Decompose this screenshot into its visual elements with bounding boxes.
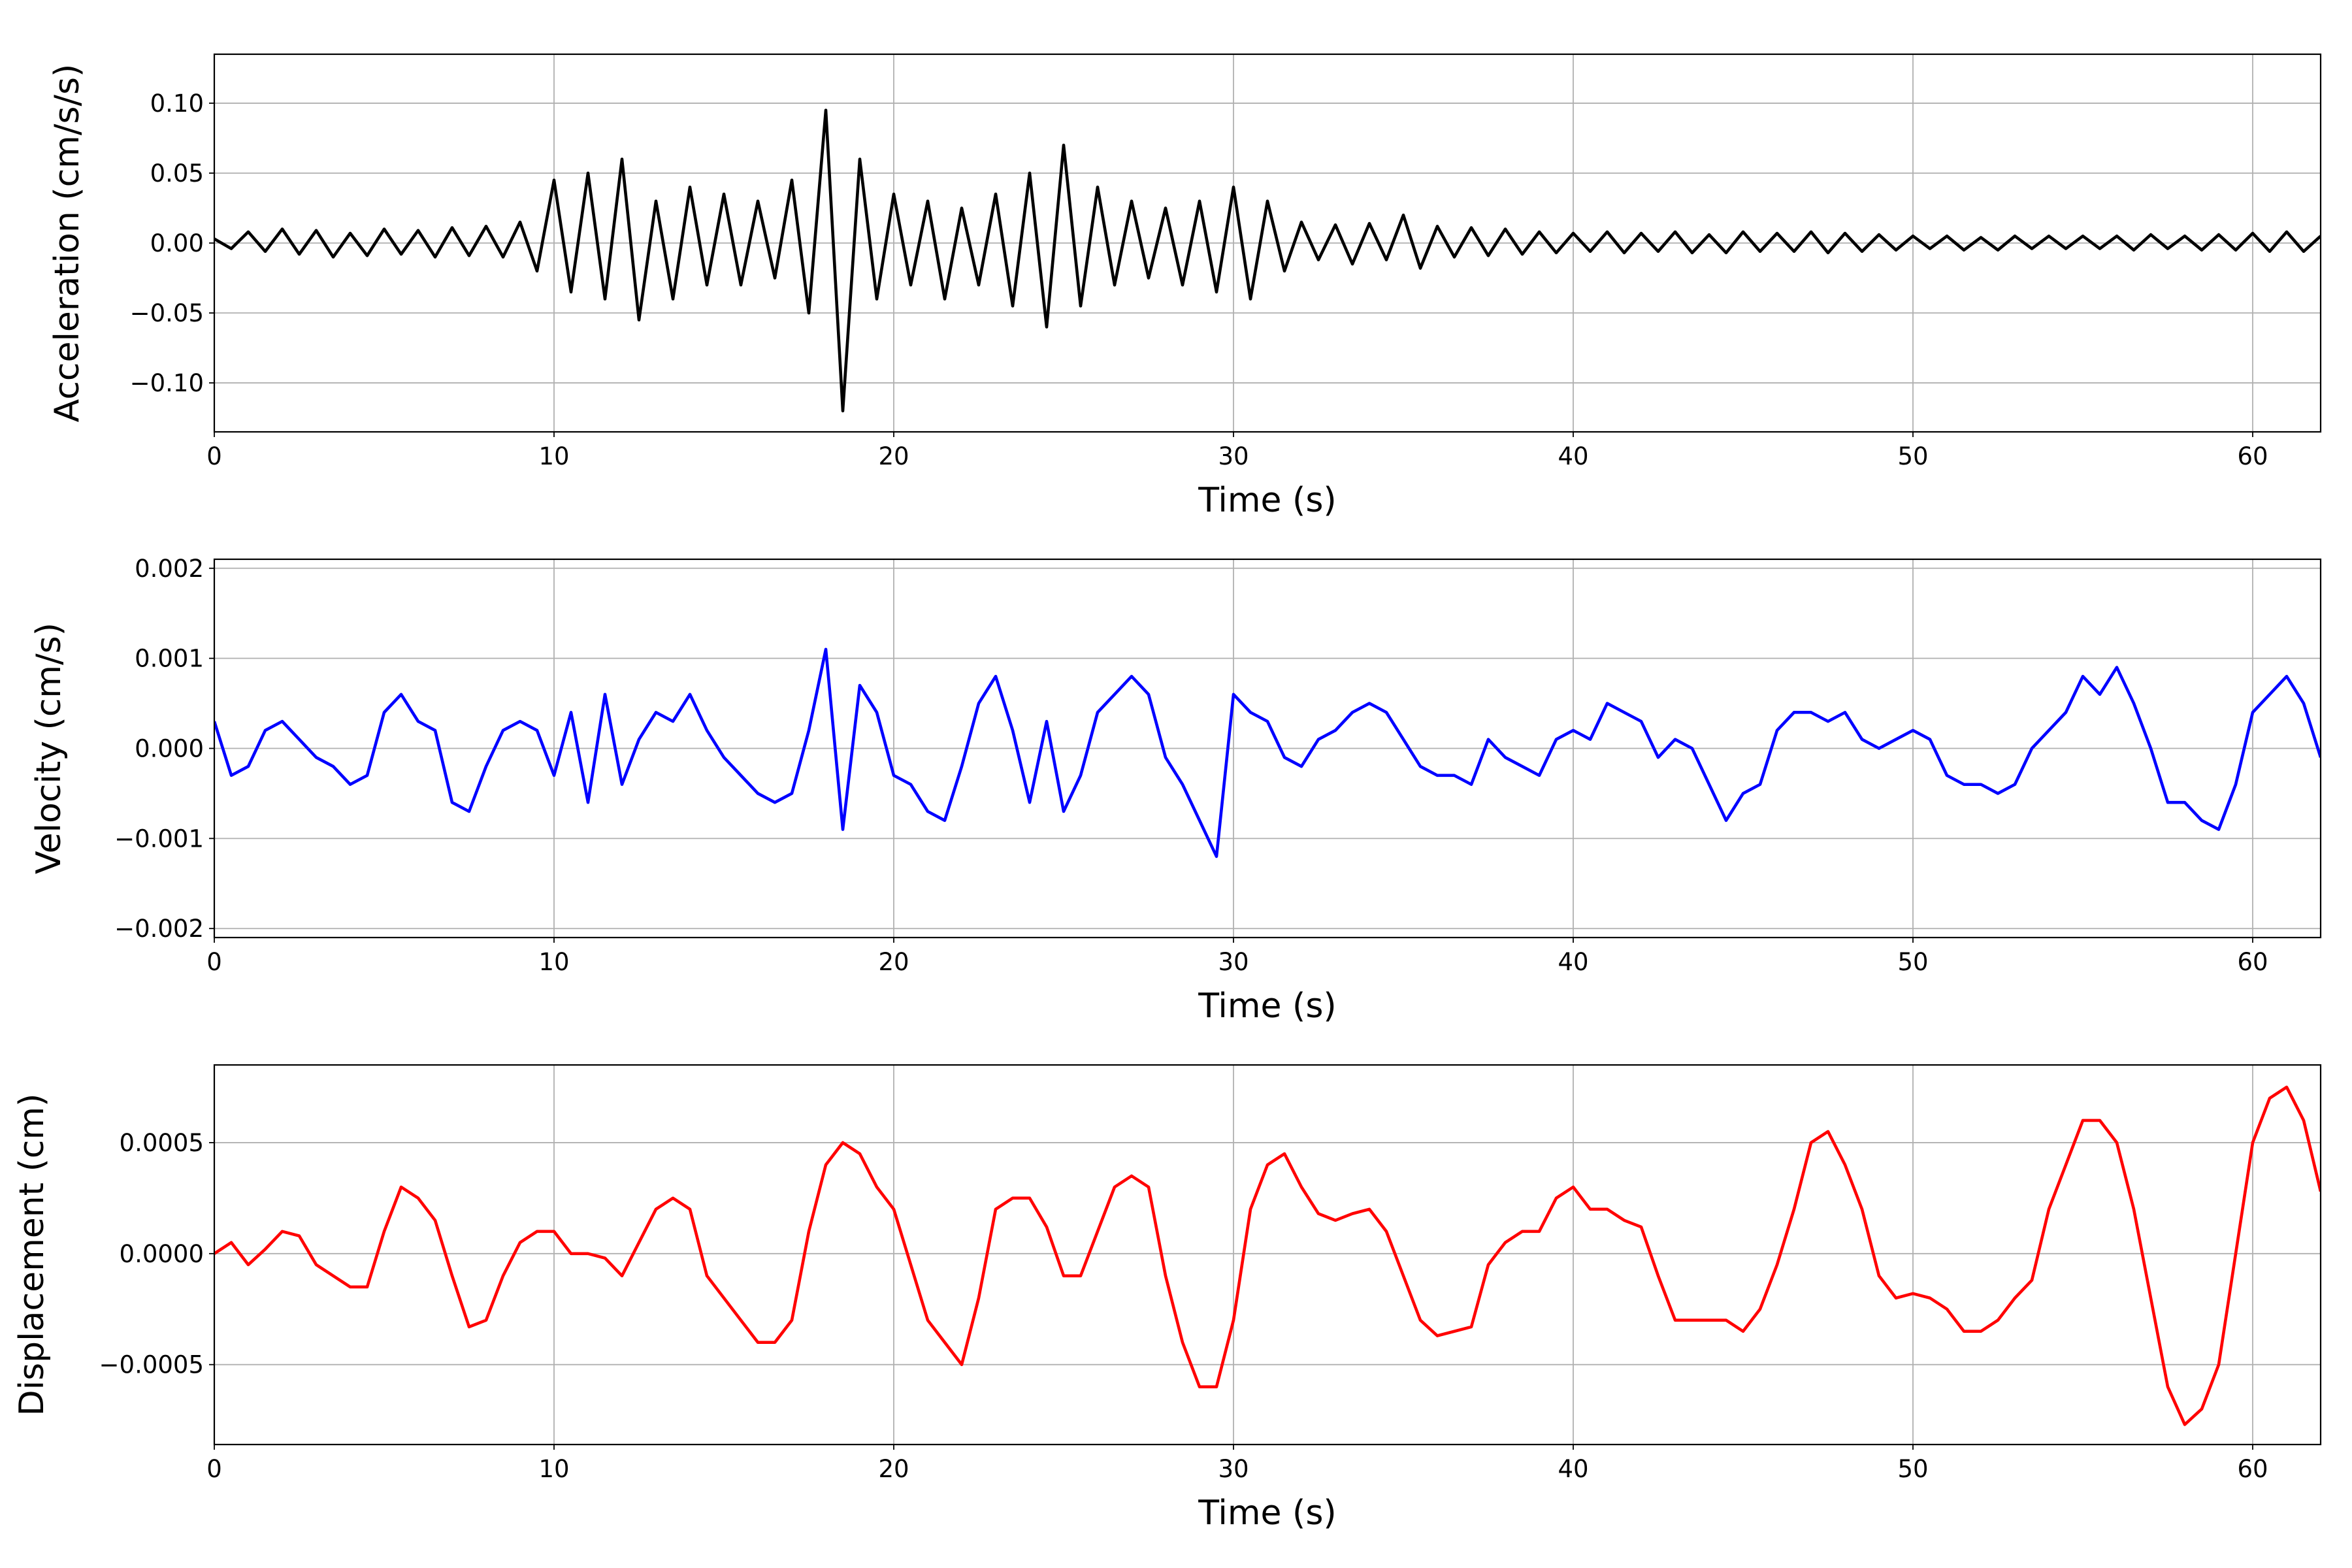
x-tick-label: 10: [538, 1455, 569, 1483]
x-tick-label: 50: [1897, 948, 1928, 976]
x-tick-label: 60: [2237, 948, 2268, 976]
x-tick-label: 10: [538, 948, 569, 976]
x-tick-label: 50: [1897, 442, 1928, 470]
x-tick-label: 60: [2237, 442, 2268, 470]
x-tick-label: 10: [538, 442, 569, 470]
y-tick-label: 0.05: [150, 159, 204, 188]
x-tick-label: 0: [206, 1455, 222, 1483]
axes-frame: [213, 1064, 2322, 1446]
x-axis-label: Time (s): [1198, 481, 1336, 520]
x-tick-label: 0: [206, 948, 222, 976]
x-tick-label: 60: [2237, 1455, 2268, 1483]
y-axis-label: Acceleration (cm/s/s): [48, 64, 87, 423]
x-tick-label: 0: [206, 442, 222, 470]
x-axis-label: Time (s): [1198, 987, 1336, 1026]
y-tick-label: 0.00: [150, 229, 204, 257]
y-tick-label: −0.002: [114, 915, 204, 943]
y-tick-label: 0.002: [135, 555, 204, 583]
y-tick-label: 0.10: [150, 90, 204, 118]
y-tick-label: −0.001: [114, 825, 204, 853]
axes-frame: [213, 558, 2322, 939]
y-tick-label: −0.0005: [99, 1351, 204, 1379]
data-line: [214, 647, 2321, 858]
x-tick-label: 30: [1218, 948, 1249, 976]
data-line: [214, 108, 2321, 413]
x-tick-label: 20: [878, 948, 909, 976]
y-tick-label: 0.001: [135, 645, 204, 673]
x-tick-label: 30: [1218, 1455, 1249, 1483]
y-tick-label: 0.0000: [120, 1240, 204, 1268]
y-axis-label: Velocity (cm/s): [29, 623, 69, 874]
y-tick-label: 0.000: [135, 735, 204, 763]
y-tick-label: −0.10: [130, 369, 204, 397]
y-axis-label: Displacement (cm): [12, 1094, 52, 1416]
x-tick-label: 20: [878, 442, 909, 470]
x-tick-label: 40: [1558, 1455, 1588, 1483]
x-tick-label: 50: [1897, 1455, 1928, 1483]
data-line: [214, 1085, 2321, 1426]
x-axis-label: Time (s): [1198, 1494, 1336, 1533]
x-tick-label: 20: [878, 1455, 909, 1483]
x-tick-label: 40: [1558, 948, 1588, 976]
y-tick-label: 0.0005: [120, 1129, 204, 1157]
y-tick-label: −0.05: [130, 299, 204, 327]
axes-frame: [213, 53, 2322, 433]
x-tick-label: 30: [1218, 442, 1249, 470]
x-tick-label: 40: [1558, 442, 1588, 470]
